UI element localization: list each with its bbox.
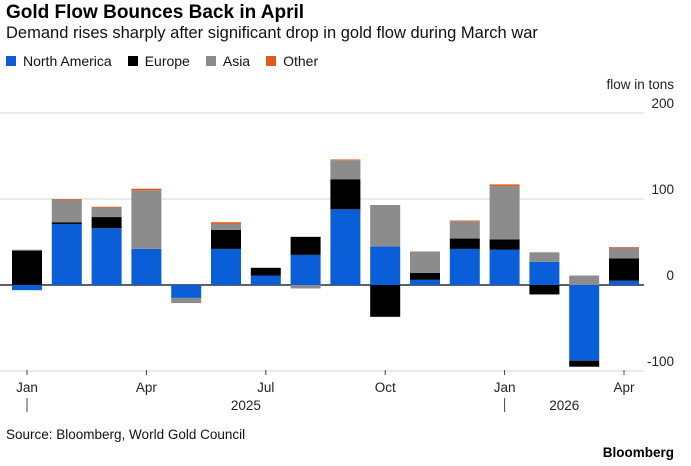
bar-segment-europe <box>51 222 82 224</box>
legend-swatch-asia <box>205 56 216 66</box>
year-label: 2025 <box>231 398 261 413</box>
legend-item-north-america: North America <box>6 53 112 69</box>
legend-swatch-other <box>266 56 277 66</box>
bar-segment-europe <box>529 285 560 295</box>
bar-segment-north-america <box>370 246 401 285</box>
bar-segment-asia <box>51 199 82 223</box>
bar-segment-europe <box>211 229 241 249</box>
bar-segment-asia <box>290 285 321 289</box>
bar-segment-north-america <box>211 248 241 285</box>
bar-segment-europe <box>410 272 440 280</box>
bar-segment-north-america <box>131 248 162 285</box>
bar-segment-europe <box>290 236 321 255</box>
x-tick-label: Apr <box>136 380 158 395</box>
x-tick-label: Oct <box>375 380 396 395</box>
bar-segment-north-america <box>609 280 639 285</box>
source-note: Source: Bloomberg, World Gold Council <box>6 427 246 442</box>
bar-segment-other <box>211 222 241 224</box>
bar-segment-asia <box>330 160 361 180</box>
bar-segment-other <box>131 188 162 191</box>
bar-segment-asia <box>91 207 122 218</box>
bar-segment-north-america <box>290 254 321 285</box>
bar-segment-asia <box>529 252 560 262</box>
bar-segment-asia <box>171 297 202 304</box>
bar-segment-north-america <box>569 285 600 361</box>
bar-segment-europe <box>12 250 42 285</box>
bar-segment-europe <box>449 238 480 249</box>
bar-segment-north-america <box>449 248 480 285</box>
bar-segment-other <box>489 184 520 187</box>
bar-segment-asia <box>370 205 401 247</box>
legend-label-other: Other <box>283 53 319 69</box>
bar-segment-europe <box>250 267 281 276</box>
brand-logo-text: Bloomberg <box>602 445 674 460</box>
x-tick-label: Jan <box>494 380 516 395</box>
bar-segment-other <box>609 247 639 249</box>
y-tick-label: 200 <box>651 96 674 111</box>
legend-item-other: Other <box>266 53 318 69</box>
bar-segment-north-america <box>171 285 202 298</box>
bar-segment-europe <box>609 258 639 281</box>
bar-segment-asia <box>410 251 440 273</box>
bar-segment-other <box>330 159 361 161</box>
bar-segment-north-america <box>250 275 281 285</box>
bar-segment-europe <box>489 239 520 250</box>
bar-segment-other <box>91 206 122 208</box>
bar-segment-north-america <box>12 285 42 291</box>
y-tick-label: -100 <box>647 354 674 369</box>
bar-segment-north-america <box>51 223 82 285</box>
bar-segment-europe <box>370 285 401 317</box>
bar-segment-north-america <box>410 279 440 285</box>
bar-segment-north-america <box>91 228 122 285</box>
chart-title: Gold Flow Bounces Back in April <box>6 2 305 23</box>
bar-segment-asia <box>569 275 600 285</box>
bar-segment-asia <box>131 190 162 249</box>
bar-segment-other <box>51 199 82 200</box>
x-tick-label: Apr <box>613 380 635 395</box>
bar-segment-asia <box>609 248 639 259</box>
bar-segment-asia <box>12 249 42 251</box>
year-label: 2026 <box>549 398 579 413</box>
legend-label-north-america: North America <box>23 53 112 69</box>
bar-segment-other <box>449 220 480 222</box>
bar-segment-europe <box>569 360 600 367</box>
y-tick-label: 100 <box>651 182 674 197</box>
chart-subtitle: Demand rises sharply after significant d… <box>6 24 538 42</box>
bar-segment-asia <box>449 221 480 239</box>
legend-label-asia: Asia <box>222 53 251 69</box>
bar-segment-europe <box>91 217 122 229</box>
bar-segment-north-america <box>529 261 560 285</box>
legend-swatch-europe <box>127 56 138 66</box>
x-tick-label: Jan <box>16 380 38 395</box>
y-axis-unit-label: flow in tons <box>606 77 674 92</box>
legend-label-europe: Europe <box>144 53 190 69</box>
legend-item-asia: Asia <box>205 53 251 69</box>
bar-segment-north-america <box>489 249 520 285</box>
bar-segment-north-america <box>330 209 361 285</box>
legend: North America Europe Asia Other <box>6 52 334 70</box>
y-tick-label: 0 <box>666 268 674 283</box>
bar-segment-asia <box>489 186 520 240</box>
bar-segment-asia <box>211 223 241 230</box>
bar-segment-europe <box>330 179 361 210</box>
legend-swatch-north-america <box>6 56 16 66</box>
legend-item-europe: Europe <box>127 53 190 69</box>
x-tick-label: Jul <box>257 380 274 395</box>
